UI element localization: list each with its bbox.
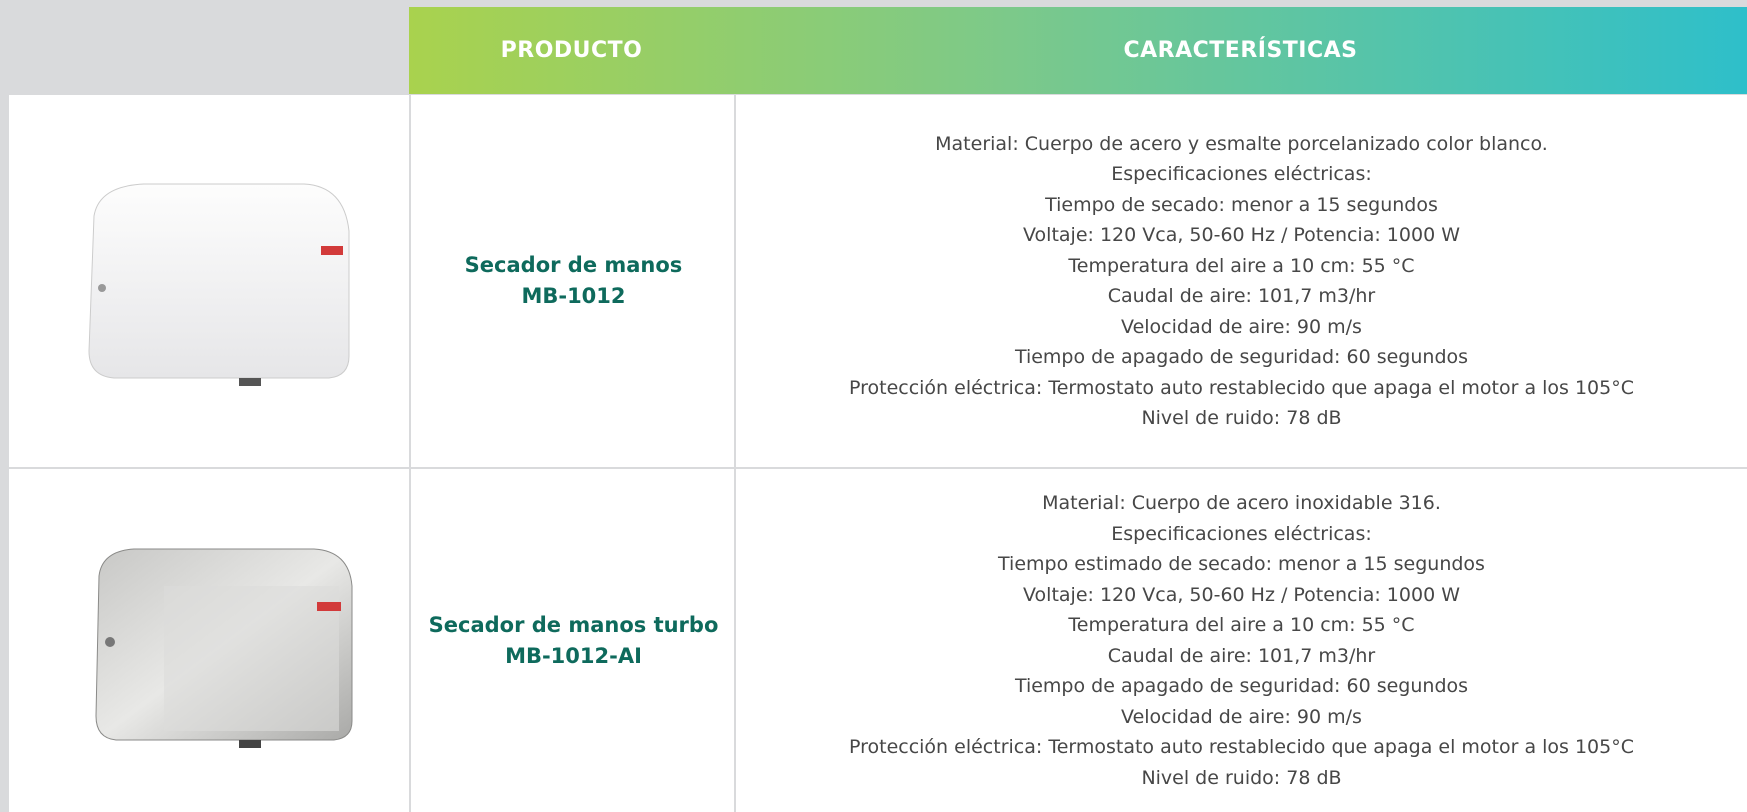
feature-line: Voltaje: 120 Vca, 50-60 Hz / Potencia: 1…: [1023, 224, 1460, 246]
feature-line: Especificaciones eléctricas:: [1111, 163, 1372, 185]
feature-line: Caudal de aire: 101,7 m3/hr: [1107, 644, 1376, 667]
feature-line: Caudal de aire: 101,7 m3/hr: [1107, 285, 1376, 307]
product-cell: Secador de manos turbo MB-1012-AI: [409, 469, 736, 812]
feature-line: Velocidad de aire: 90 m/s: [1121, 705, 1362, 728]
feature-line: Temperatura del aire a 10 cm: 55 °C: [1068, 254, 1415, 277]
feature-line: Nivel de ruido: 78 dB: [1141, 407, 1342, 429]
feature-line: Protección eléctrica: Termostato auto re…: [848, 376, 1634, 399]
feature-line: Velocidad de aire: 90 m/s: [1121, 315, 1362, 338]
header-cell: CARACTERÍSTICAS: [1123, 38, 1358, 63]
feature-line: Tiempo de secado: menor a 15 segundos: [1045, 193, 1438, 216]
product-name: MB-1012: [521, 284, 626, 308]
product-image: [9, 469, 409, 812]
table-row: Secador de manos MB-1012 Material: Cuerpo …: [9, 95, 1747, 467]
feature-line: Tiempo de apagado de seguridad: 60 segun…: [1014, 675, 1469, 697]
table-row: Secador de manos turbo MB-1012-AI Material…: [9, 469, 1747, 812]
feature-line: Material: Cuerpo de acero inoxidable 316…: [1042, 492, 1441, 514]
product-image: [9, 95, 409, 467]
dryer-illustration: [88, 183, 350, 386]
table-header: PRODUCTO CARACTERÍSTICAS: [409, 7, 1747, 94]
feature-line: Tiempo de apagado de seguridad: 60 segun…: [1014, 346, 1469, 368]
feature-line: Nivel de ruido: 78 dB: [1141, 766, 1342, 789]
product-name: MB-1012-AI: [505, 643, 642, 668]
feature-line: Especificaciones eléctricas:: [1111, 522, 1372, 545]
feature-line: Voltaje: 120 Vca, 50-60 Hz / Potencia: 1…: [1023, 583, 1460, 606]
features-cell: Material: Cuerpo de acero y esmalte porc…: [734, 95, 1747, 467]
product-cell: Secador de manos MB-1012: [409, 95, 736, 467]
product-name: Secador de manos turbo: [428, 612, 719, 637]
dryer-illustration: [95, 548, 353, 748]
features-cell: Material: Cuerpo de acero inoxidable 316…: [734, 469, 1747, 812]
product-name: Secador de manos: [464, 253, 683, 277]
feature-line: Material: Cuerpo de acero y esmalte porc…: [935, 132, 1548, 155]
feature-line: Tiempo estimado de secado: menor a 15 se…: [998, 553, 1485, 575]
feature-line: Temperatura del aire a 10 cm: 55 °C: [1068, 614, 1415, 636]
header-cell: PRODUCTO: [500, 38, 643, 63]
feature-line: Protección eléctrica: Termostato auto re…: [848, 736, 1634, 758]
